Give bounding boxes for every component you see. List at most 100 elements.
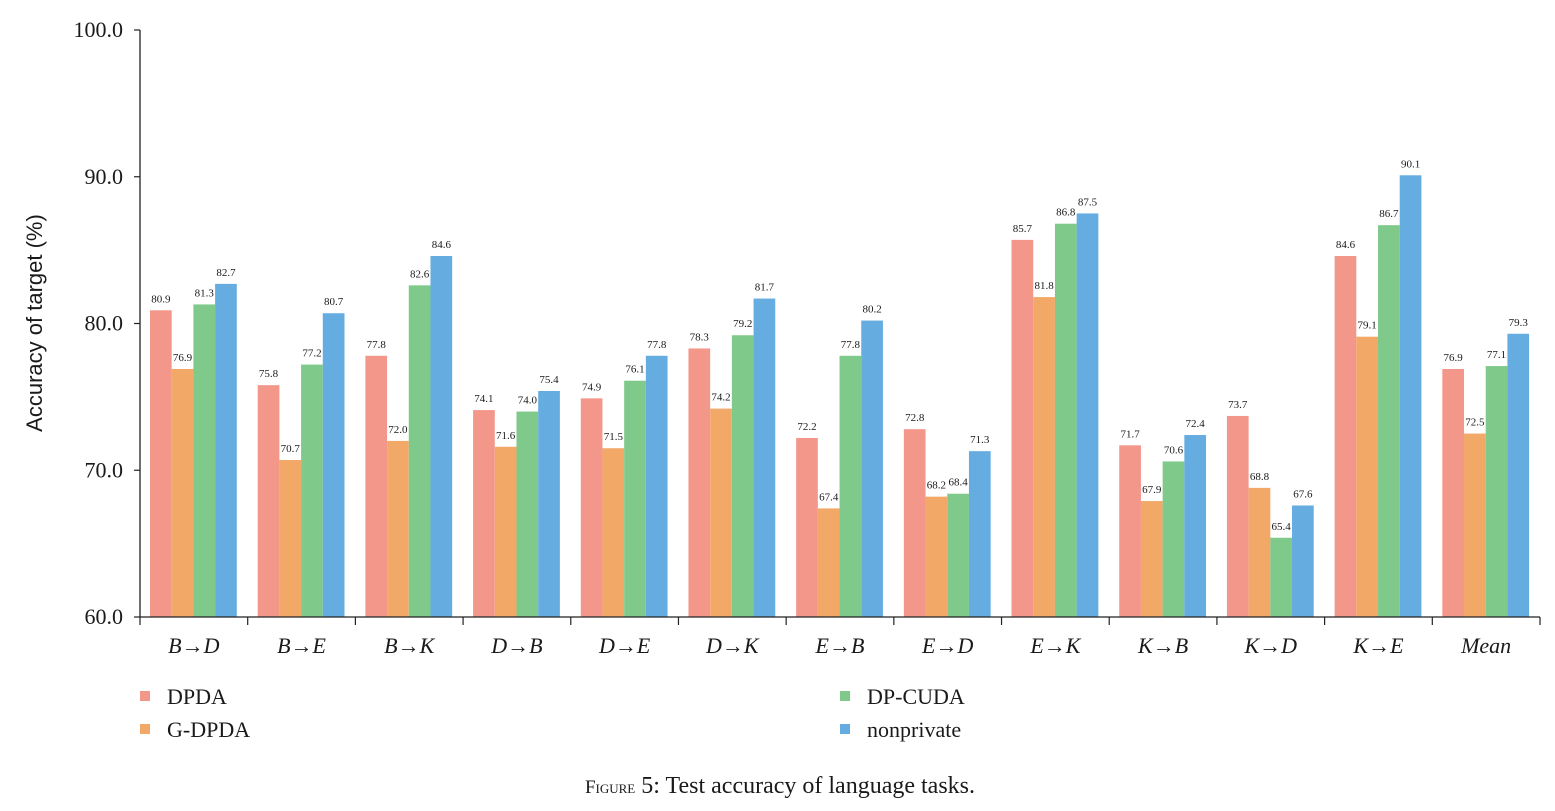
- bar: [430, 256, 453, 617]
- data-label: 70.7: [281, 443, 301, 455]
- legend-swatch: [140, 691, 150, 701]
- value-labels: 80.9 75.8 77.8 74.1 74.9 78.3 72.2 72.8 85.7 71.7…: [151, 158, 1528, 532]
- bar: [580, 398, 603, 617]
- x-tick-label: Mean: [1460, 633, 1511, 658]
- data-label: 74.0: [518, 395, 538, 407]
- data-label: 79.3: [1509, 317, 1529, 329]
- bar: [408, 285, 431, 617]
- x-tick-label: B→D: [168, 633, 219, 658]
- data-label: 67.6: [1293, 488, 1313, 500]
- bar: [947, 493, 969, 617]
- legend-item: DP-CUDA: [840, 684, 965, 709]
- data-label: 74.2: [711, 392, 730, 404]
- bar: [796, 437, 818, 617]
- y-axis-title-group: Accuracy of target (%): [22, 214, 47, 432]
- data-label: 77.2: [302, 348, 321, 360]
- legend-item: nonprivate: [840, 717, 961, 742]
- data-label: 87.5: [1078, 196, 1098, 208]
- y-tick-label: 80.0: [85, 311, 124, 336]
- legend-label: G-DPDA: [167, 717, 250, 742]
- data-label: 78.3: [690, 331, 710, 343]
- data-label: 72.4: [1186, 418, 1206, 430]
- data-label: 68.2: [927, 480, 946, 492]
- bar: [387, 440, 409, 617]
- caption-prefix: Figure: [585, 777, 635, 798]
- bar: [1248, 487, 1271, 617]
- data-label: 79.2: [733, 318, 752, 330]
- bar: [1076, 213, 1099, 617]
- bar: [861, 320, 883, 617]
- data-label: 67.4: [819, 491, 839, 503]
- bar: [753, 298, 776, 617]
- data-label: 77.8: [367, 339, 387, 351]
- y-ticks: 60.0 70.0 80.0 90.0 100.0: [74, 17, 140, 629]
- data-label: 81.8: [1034, 280, 1054, 292]
- caption-text: 5: Test accuracy of language tasks.: [635, 773, 975, 799]
- bar: [903, 429, 926, 617]
- data-label: 86.8: [1056, 207, 1076, 219]
- bar: [473, 410, 495, 617]
- bar: [516, 411, 539, 617]
- bar: [925, 496, 948, 617]
- data-label: 67.9: [1142, 484, 1162, 496]
- data-label: 72.2: [797, 421, 816, 433]
- legend-item: DPDA: [140, 684, 227, 709]
- x-tick-label: D→E: [598, 633, 651, 658]
- data-label: 74.1: [474, 393, 493, 405]
- bar: [1356, 336, 1379, 617]
- y-tick-label: 90.0: [85, 164, 124, 189]
- data-label: 75.4: [539, 374, 559, 386]
- data-label: 76.1: [625, 364, 644, 376]
- bar: [538, 391, 560, 617]
- data-label: 80.7: [324, 296, 344, 308]
- bar: [1162, 461, 1185, 617]
- bar: [624, 380, 646, 617]
- bar: [1334, 256, 1357, 617]
- data-label: 77.8: [841, 339, 861, 351]
- data-label: 84.6: [1336, 239, 1356, 251]
- x-tick-label: D→B: [490, 633, 542, 658]
- legend-label: DP-CUDA: [867, 684, 965, 709]
- data-label: 84.6: [432, 239, 452, 251]
- bar: [1270, 537, 1293, 617]
- bar: [322, 313, 345, 617]
- legend-swatch: [840, 691, 850, 701]
- data-label: 68.4: [948, 477, 968, 489]
- x-tick-label: K→B: [1137, 633, 1188, 658]
- bar: [817, 508, 840, 617]
- data-label: 75.8: [259, 368, 279, 380]
- y-tick-label: 60.0: [85, 604, 124, 629]
- bar: [1399, 175, 1422, 617]
- bar: [1184, 435, 1207, 617]
- x-tick-label: E→K: [1029, 633, 1081, 658]
- data-label: 71.3: [970, 434, 990, 446]
- x-tick-label: E→B: [815, 633, 865, 658]
- y-tick-label: 100.0: [74, 17, 124, 42]
- data-label: 77.8: [647, 339, 667, 351]
- data-label: 81.7: [755, 282, 775, 294]
- bar: [1140, 501, 1163, 617]
- bar: [1054, 223, 1077, 617]
- bar: [1378, 225, 1400, 617]
- x-categories: B→D B→E B→K D→B D→E D→K E→B E→D E→K K→B K→D K→E Mean: [139, 617, 1541, 658]
- data-label: 70.6: [1164, 444, 1184, 456]
- bar: [1011, 239, 1034, 617]
- data-label: 81.3: [195, 287, 215, 299]
- data-label: 72.8: [905, 412, 925, 424]
- data-label: 71.6: [496, 430, 516, 442]
- data-label: 72.0: [388, 424, 408, 436]
- bar: [171, 368, 194, 617]
- x-tick-label: B→E: [277, 633, 326, 658]
- data-label: 71.5: [604, 431, 624, 443]
- legend-item: G-DPDA: [140, 717, 250, 742]
- data-label: 72.5: [1465, 417, 1485, 429]
- data-label: 80.2: [862, 304, 881, 316]
- x-tick-label: D→K: [705, 633, 760, 658]
- bar: [1507, 333, 1530, 617]
- bar: [215, 283, 237, 617]
- data-label: 86.7: [1379, 208, 1399, 220]
- bar: [193, 304, 216, 617]
- data-label: 77.1: [1487, 349, 1506, 361]
